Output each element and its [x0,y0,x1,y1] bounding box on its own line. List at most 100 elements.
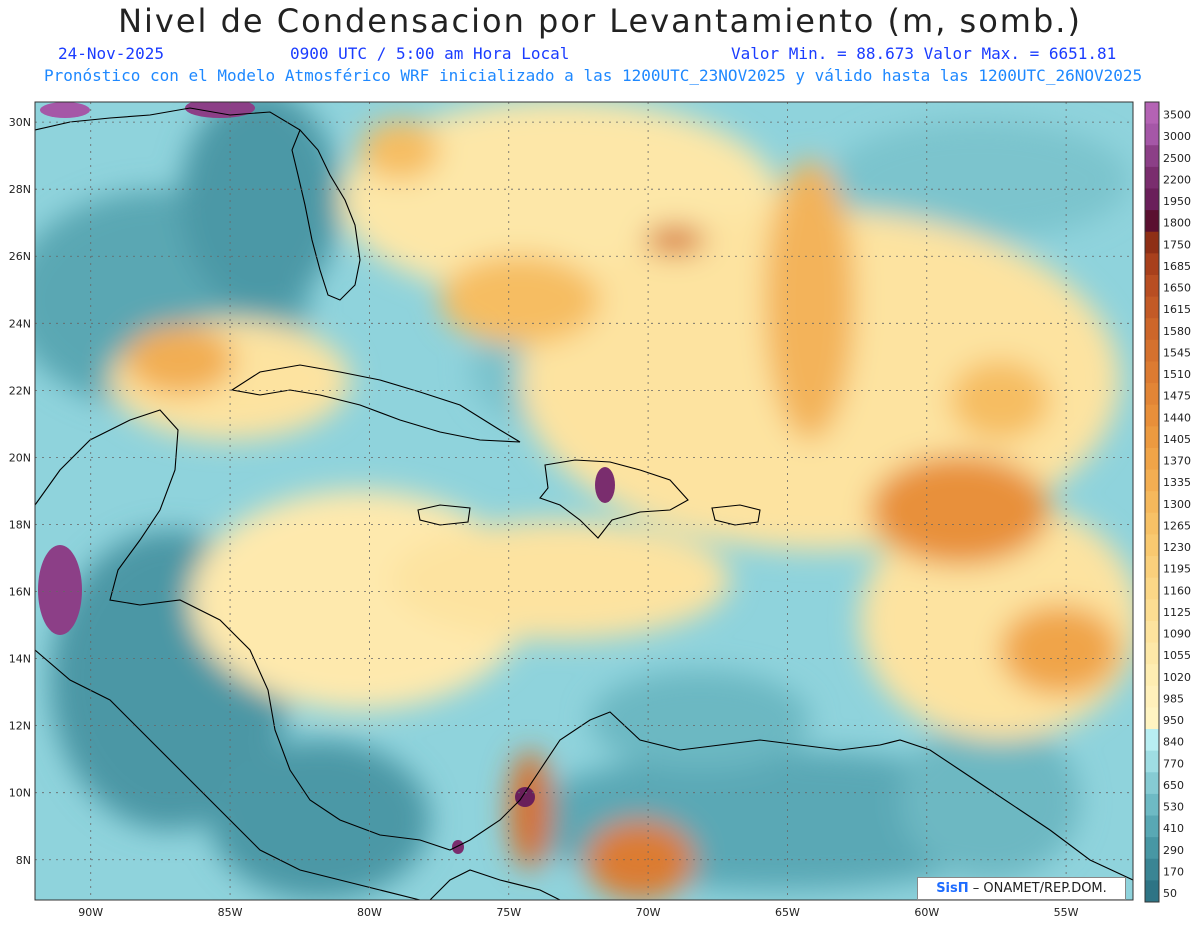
colorbar-swatch [1145,599,1159,622]
field-blob [900,720,1080,880]
colorbar-swatch [1145,642,1159,665]
min-max-values: Valor Min. = 88.673 Valor Max. = 6651.81 [731,44,1117,63]
colorbar: 3500 3000 2500 2200 1950 1800 1750 1685 1650 1615… [1144,101,1191,903]
colorbar-label: 1800 [1163,217,1191,230]
field-blob [210,740,430,900]
colorbar-label: 1615 [1163,303,1191,316]
lat-tick-label: 28N [9,183,31,196]
colorbar-swatch [1145,404,1159,427]
colorbar-swatch [1145,274,1159,298]
colorbar-label: 290 [1163,844,1184,857]
colorbar-swatch [1145,231,1159,254]
field-blob [1000,605,1120,695]
coast-cuba [230,364,521,443]
colorbar-label: 1090 [1163,628,1191,641]
field-blob [125,325,235,395]
coast-yucatan-central-america [35,409,1133,881]
colorbar-label: 1950 [1163,195,1191,208]
colorbar-label: 1405 [1163,433,1191,446]
sispi-logo: SisΠ [936,881,969,896]
colorbar-label: 1055 [1163,649,1191,662]
colorbar-swatch [1145,858,1159,881]
colorbar-label: 530 [1163,801,1184,814]
colorbar-label: 1510 [1163,368,1191,381]
colorbar-swatch [1145,620,1159,644]
field-blob [765,160,855,440]
coast-gulf-north [35,107,301,131]
field-peak [515,787,535,807]
field-peak [185,102,255,118]
colorbar-swatch [1145,556,1159,579]
colorbar-label: 2200 [1163,173,1191,186]
plot-border [34,101,1134,901]
colorbar-label: 1125 [1163,606,1191,619]
colorbar-swatch [1145,469,1159,492]
lat-tick-label: 20N [9,451,31,464]
coast-panama-colombia [429,869,561,900]
field-blob [830,120,1130,240]
forecast-info: Pronóstico con el Modelo Atmosférico WRF… [44,66,1143,85]
lon-tick-label: 90W [78,906,103,919]
colorbar-label: 170 [1163,865,1184,878]
coastlines [35,107,1133,900]
colorbar-swatch [1145,815,1159,838]
colorbar-swatch [1145,210,1159,233]
colorbar-label: 1545 [1163,346,1191,359]
colorbar-swatch [1145,102,1159,125]
field-blob [950,360,1050,440]
field-peak [595,467,615,503]
colorbar-swatch [1145,188,1159,211]
colorbar-label: 2500 [1163,152,1191,165]
colorbar-swatch [1145,534,1159,557]
coast-puerto-rico [711,504,761,526]
colorbar-swatch [1145,339,1159,362]
colorbar-label: 840 [1163,736,1184,749]
lat-tick-label: 12N [9,720,31,733]
field-blob [440,255,600,345]
colorbar-label: 1750 [1163,238,1191,251]
longitude-labels: 90W 85W 80W 75W 70W 65W 60W 55W [78,906,1078,919]
colorbar-swatch [1145,750,1159,773]
credit-text: – ONAMET/REP.DOM. [972,881,1107,896]
colorbar-label: 1685 [1163,260,1191,273]
field-blob [870,455,1050,565]
lon-tick-label: 85W [218,906,243,919]
field-blob [180,102,340,310]
credit-box: SisΠ – ONAMET/REP.DOM. [917,877,1126,900]
coast-jamaica [417,504,471,526]
colorbar-swatch [1145,880,1159,903]
colorbar-swatch [1145,729,1159,752]
colorbar-label: 1440 [1163,411,1191,424]
colorbar-border [1144,101,1160,903]
colorbar-label: 1195 [1163,563,1191,576]
colorbar-label: 1020 [1163,671,1191,684]
colorbar-label: 1580 [1163,325,1191,338]
colorbar-swatch [1145,318,1159,341]
colorbar-swatch [1145,664,1159,687]
field-blob [590,670,810,770]
colorbar-label: 1300 [1163,498,1191,511]
lon-tick-label: 55W [1054,906,1079,919]
lat-tick-label: 18N [9,518,31,531]
colorbar-label: 650 [1163,779,1184,792]
lon-tick-label: 60W [914,906,939,919]
colorbar-swatch [1145,123,1159,146]
field-blob [645,226,705,254]
field-peak [40,102,90,118]
colorbar-swatch [1145,772,1159,795]
colorbar-swatch [1145,145,1159,168]
coast-hispaniola [539,459,689,539]
valid-time: 0900 UTC / 5:00 am Hora Local [290,44,570,63]
colorbar-label: 50 [1163,887,1177,900]
colorbar-swatch [1145,383,1159,406]
coast-florida [291,128,361,301]
latitude-labels: 30N 28N 26N 24N 22N 20N 18N 16N 14N 12N 10N 8N [9,116,31,867]
colorbar-label: 1230 [1163,541,1191,554]
colorbar-swatch [1145,793,1159,817]
lat-tick-label: 8N [16,854,31,867]
colorbar-swatch [1145,253,1159,276]
field-blob [390,520,730,640]
colorbar-label: 3500 [1163,109,1191,122]
colorbar-label: 1650 [1163,282,1191,295]
